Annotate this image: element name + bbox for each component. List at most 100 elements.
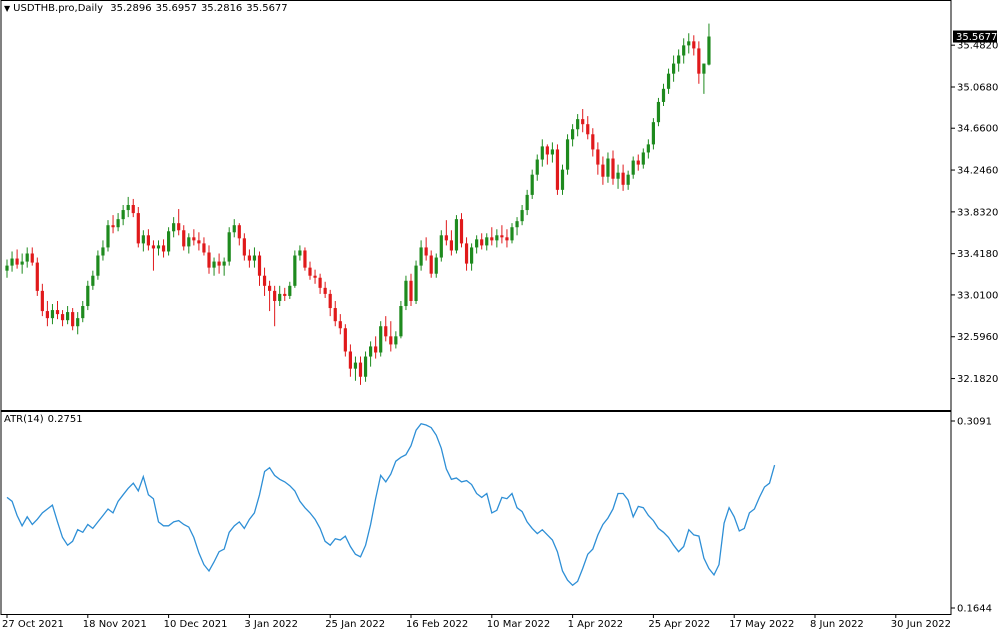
atr-y-tick-label: 0.1644 — [957, 604, 992, 615]
candle-body — [5, 265, 9, 271]
candle-body — [333, 308, 337, 322]
candle-body — [10, 258, 14, 266]
atr-pane-frame — [0, 411, 952, 615]
candle-body — [323, 287, 327, 294]
candle-body — [252, 255, 257, 261]
x-tick-label: 16 Feb 2022 — [406, 619, 468, 630]
candle-body — [40, 290, 44, 312]
candle-body — [530, 174, 534, 195]
candle-body — [505, 237, 509, 241]
candle-body — [601, 164, 605, 177]
candle-body — [177, 223, 181, 231]
candle-body — [616, 172, 620, 179]
candle-body — [227, 232, 231, 262]
candle-body — [692, 41, 696, 49]
price-y-tick-label: 34.6600 — [957, 124, 998, 135]
candle-body — [636, 160, 640, 165]
candle-body — [565, 139, 570, 170]
candle-body — [35, 262, 39, 291]
candle-body — [348, 351, 352, 369]
candle-body — [288, 285, 292, 296]
candle-body — [459, 219, 464, 244]
candle-body — [247, 255, 251, 261]
candle-body — [515, 221, 519, 228]
x-tick-label: 25 Apr 2022 — [648, 619, 710, 630]
candle-body — [394, 336, 398, 345]
candle-body — [278, 293, 282, 301]
candle-body — [353, 362, 358, 369]
candle-body — [672, 63, 676, 74]
candle-body — [480, 239, 484, 246]
price-y-tick-label: 33.8320 — [957, 207, 998, 218]
candle-body — [242, 238, 246, 256]
candle-body — [586, 124, 590, 135]
candle-body — [646, 144, 650, 153]
candle-body — [66, 312, 70, 321]
candle-body — [525, 194, 529, 211]
candle-body — [611, 158, 615, 179]
candle-body — [268, 285, 272, 291]
candle-body — [313, 275, 317, 278]
candle-body — [591, 134, 595, 150]
candle-body — [358, 362, 363, 377]
candle-body — [560, 169, 565, 190]
candle-body — [283, 293, 287, 296]
candle-body — [86, 285, 90, 307]
candle-body — [257, 255, 262, 276]
candle-body — [76, 318, 80, 327]
atr-value: 0.2751 — [47, 414, 83, 425]
ohlc-low: 35.2816 — [200, 3, 243, 14]
candle-body — [136, 213, 140, 244]
candle-body — [555, 149, 560, 190]
price-pane-frame — [0, 0, 952, 411]
price-y-tick-label: 32.5960 — [957, 332, 998, 343]
candle-body — [369, 346, 373, 357]
candle-body — [101, 247, 105, 256]
candle-body — [222, 261, 226, 266]
candle-body — [202, 243, 206, 253]
candle-body — [81, 306, 85, 319]
candle-body — [399, 306, 403, 337]
ohlc-open: 35.2896 — [110, 3, 152, 14]
candle-body — [141, 235, 145, 244]
candle-body — [702, 63, 706, 74]
candle-body — [535, 159, 539, 175]
candle-body — [318, 277, 322, 288]
candle-body — [707, 36, 711, 65]
candle-body — [444, 235, 448, 241]
x-tick-label: 18 Nov 2021 — [83, 619, 147, 630]
candle-body — [520, 210, 524, 222]
atr-y-tick-label: 0.3091 — [957, 417, 992, 428]
candle-body — [545, 146, 549, 155]
candle-body — [682, 45, 686, 56]
ohlc-high: 35.6957 — [155, 3, 197, 14]
candle-body — [60, 314, 65, 321]
candle-body — [308, 267, 312, 276]
candle-body — [631, 160, 635, 175]
ohlc-close: 35.5677 — [246, 3, 288, 14]
candle-body — [262, 275, 267, 286]
candle-body — [495, 235, 499, 241]
candle-body — [192, 237, 196, 241]
price-y-tick-label: 33.4180 — [957, 249, 998, 260]
candle-body — [343, 328, 347, 352]
candle-body — [454, 219, 459, 251]
candle-body — [172, 223, 176, 232]
candle-body — [429, 255, 433, 274]
candle-body — [303, 250, 307, 268]
candle-body — [434, 257, 438, 274]
candle-body — [116, 219, 120, 228]
candle-body — [475, 239, 479, 248]
candle-body — [106, 225, 110, 248]
collapse-triangle-icon[interactable]: ▼ — [4, 4, 11, 13]
candle-body — [485, 237, 489, 246]
candle-body — [298, 250, 302, 256]
candle-body — [187, 237, 191, 247]
candle-body — [197, 240, 201, 244]
candle-body — [212, 261, 216, 268]
candle-body — [550, 149, 554, 155]
candle-body — [156, 245, 161, 249]
candle-body — [237, 225, 241, 239]
price-y-tick-label: 32.1820 — [957, 374, 998, 385]
candle-body — [490, 237, 494, 241]
